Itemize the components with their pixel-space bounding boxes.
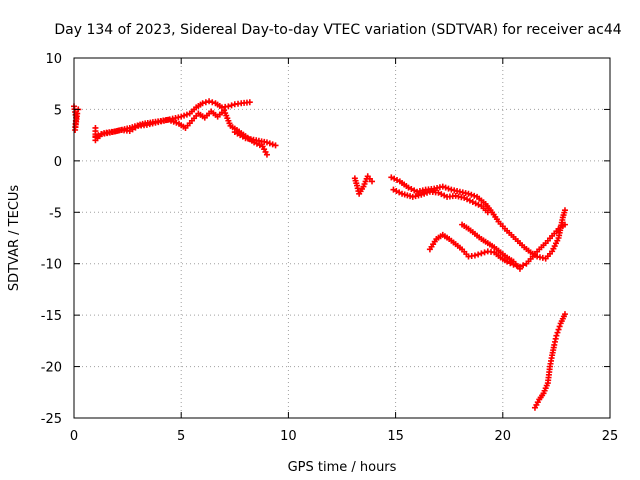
series-track-a [71,103,82,133]
ticks: 0 5 10 15 20 25 10 5 0 -5 -10 -15 -20 -25 [41,52,619,444]
data-point [225,103,232,110]
plot-frame [73,57,611,419]
data-point [520,262,527,269]
data-point [418,191,425,198]
y-axis-label: SDTVAR / TECUs [7,185,22,292]
data-point [445,185,452,192]
y-tick-label: -10 [41,258,62,273]
data-point [228,102,235,109]
data-point [266,140,273,147]
data-point [263,139,270,146]
data-point [269,141,276,148]
data-point [442,184,449,191]
y-tick-label: 5 [54,103,62,118]
data-point [465,190,472,197]
y-tick-label: -15 [41,309,62,324]
x-tick-label: 5 [177,429,185,444]
x-tick-label: 0 [70,429,78,444]
series-track-f [388,174,568,262]
data-point [475,251,482,258]
data-point [421,190,428,197]
chart-title: Day 134 of 2023, Sidereal Day-to-day VTE… [54,22,621,38]
data-point [272,142,279,149]
data-point [206,98,213,105]
data-point [95,132,102,139]
data-point [369,178,376,185]
series-track-g [390,186,491,216]
data-point [484,209,491,216]
y-tick-label: 10 [45,52,62,67]
data-point [183,111,190,118]
x-tick-label: 25 [602,429,619,444]
data-point [209,99,216,106]
y-tick-label: -5 [49,206,62,221]
data-point [471,252,478,259]
data-point [554,329,561,336]
x-tick-label: 10 [280,429,297,444]
series-track-c [92,107,270,158]
y-tick-label: -20 [41,361,62,376]
x-axis-label: GPS time / hours [288,460,397,475]
data-point [478,250,485,257]
data-point [178,113,185,120]
data-point [98,131,105,138]
data-point [553,332,560,339]
data-point [246,99,253,106]
x-tick-label: 20 [495,429,512,444]
y-tick-label: -25 [41,412,62,427]
data-series [71,98,568,411]
y-tick-label: 0 [54,155,62,170]
series-track-i [459,221,523,272]
data-point [507,260,514,267]
data-point [202,99,209,106]
data-point [481,249,488,256]
data-point [471,192,478,199]
series-track-j [531,311,568,411]
series-track-d [231,129,279,149]
data-point [561,311,568,318]
data-point [556,323,563,330]
data-point [555,326,562,333]
data-point [439,183,446,190]
data-point [516,265,523,272]
data-point [468,191,475,198]
data-point [199,100,206,107]
data-point [74,110,81,117]
grid [74,58,610,418]
x-tick-label: 15 [387,429,404,444]
data-point [424,189,431,196]
data-point [561,207,568,214]
data-point [92,133,99,140]
data-point [561,221,568,228]
series-track-h [426,221,568,270]
series-track-e [351,173,376,197]
data-point [263,151,270,158]
data-point [181,112,188,119]
